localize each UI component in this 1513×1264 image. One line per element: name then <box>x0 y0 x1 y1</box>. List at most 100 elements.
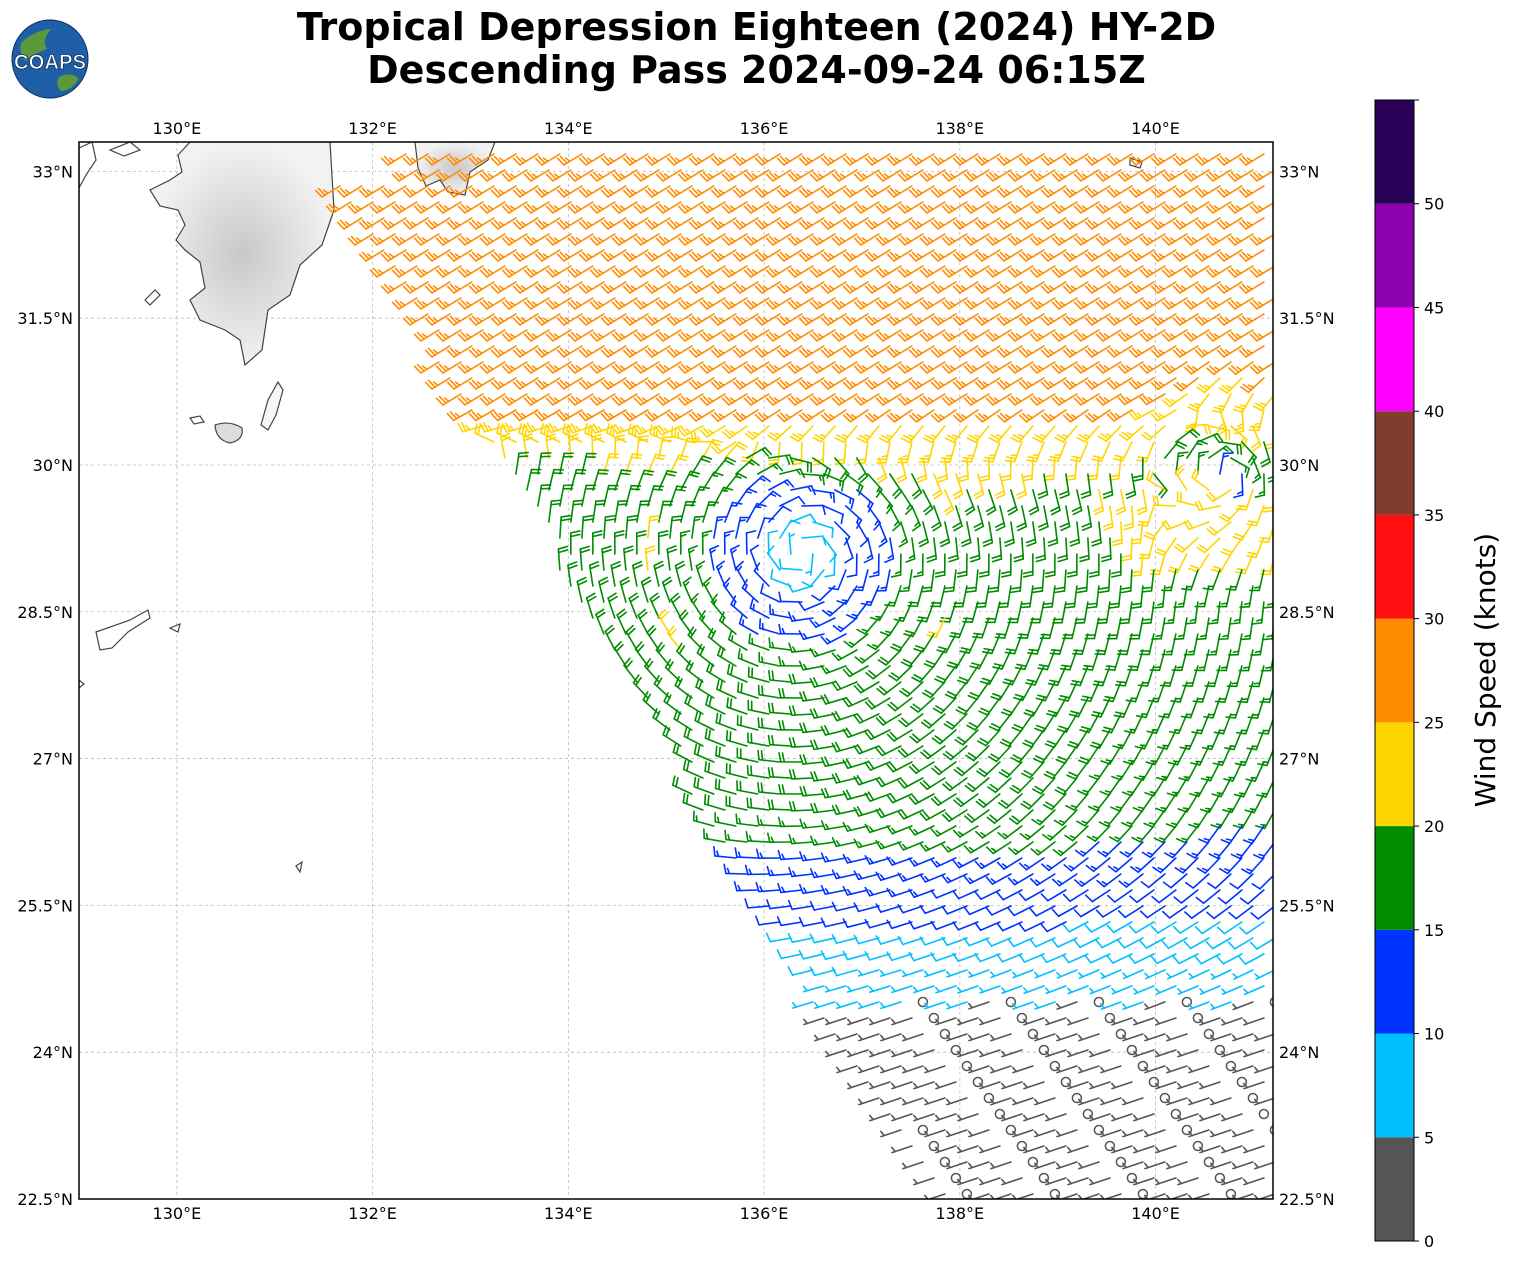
wind-barb <box>1227 265 1254 278</box>
wind-barb <box>1150 281 1177 294</box>
wind-barb <box>1139 265 1166 278</box>
wind-barb <box>1232 393 1254 413</box>
wind-barb <box>768 454 794 465</box>
lat-tick-label-right: 31.5°N <box>1279 309 1335 328</box>
wind-barb <box>581 514 594 539</box>
wind-barb <box>886 153 913 166</box>
wind-barb <box>1118 601 1133 625</box>
wind-barb <box>545 201 572 214</box>
wind-barb <box>944 425 968 444</box>
wind-barb <box>688 409 715 422</box>
wind-barb <box>1029 329 1056 342</box>
wind-barb <box>1183 329 1210 342</box>
wind-barb <box>1018 153 1045 166</box>
wind-barb <box>724 501 743 523</box>
wind-barb <box>801 569 825 588</box>
wind-barb <box>824 553 836 578</box>
wind-barb <box>1117 169 1144 182</box>
wind-barb <box>798 281 825 294</box>
wind-barb <box>1121 537 1133 562</box>
wind-barb <box>994 505 1006 532</box>
wind-barb <box>919 169 946 182</box>
wind-barb <box>666 153 693 166</box>
wind-barb <box>545 329 572 342</box>
wind-barb <box>1186 439 1208 459</box>
wind-barb <box>710 281 737 294</box>
wind-barb <box>1172 185 1199 198</box>
wind-barb <box>943 569 957 593</box>
wind-barb <box>853 297 880 310</box>
colorbar-tick-label: 30 <box>1424 610 1444 629</box>
wind-barb <box>985 489 997 516</box>
wind-barb <box>908 345 935 358</box>
wind-barb <box>611 265 638 278</box>
wind-barb <box>1084 249 1111 262</box>
wind-barb <box>1051 297 1078 310</box>
wind-barb <box>996 185 1023 198</box>
wind-barb <box>710 185 737 198</box>
wind-barb <box>522 433 534 459</box>
wind-barb <box>534 409 561 422</box>
wind-barb <box>842 409 869 423</box>
wind-barb <box>623 545 634 571</box>
wind-barb <box>1140 425 1166 441</box>
wind-barb <box>677 425 704 437</box>
wind-barb <box>875 233 902 246</box>
wind-barb <box>677 201 704 214</box>
wind-barb <box>468 281 495 294</box>
wind-barb <box>1013 537 1025 563</box>
wind-barb <box>788 532 796 555</box>
wind-barb <box>801 473 825 486</box>
wind-barb <box>779 495 806 507</box>
wind-barb <box>545 433 557 459</box>
wind-barb <box>1197 450 1209 475</box>
wind-barb <box>769 604 792 619</box>
wind-barb <box>490 377 517 390</box>
wind-barb <box>1040 345 1067 358</box>
wind-barb <box>1007 329 1034 342</box>
wind-barb <box>1041 409 1067 423</box>
wind-barb <box>1018 377 1045 390</box>
wind-barb <box>831 265 858 278</box>
wind-barb <box>988 425 1012 443</box>
wind-barb <box>768 479 795 491</box>
wind-barb <box>875 361 902 374</box>
lat-tick-label-left: 25.5°N <box>17 896 73 915</box>
wind-barb <box>1173 537 1199 553</box>
wind-barb <box>446 185 473 198</box>
wind-barb <box>625 484 642 507</box>
logo-text: COAPS <box>14 51 86 74</box>
wind-barb <box>958 457 969 483</box>
wind-barb <box>798 601 825 611</box>
wind-barb <box>1128 377 1155 390</box>
wind-barb <box>732 249 759 262</box>
wind-barb <box>490 313 517 326</box>
wind-barb <box>776 409 803 423</box>
wind-barb <box>600 217 627 230</box>
wind-barb <box>846 601 869 620</box>
wind-barb <box>1172 281 1199 294</box>
wind-barb <box>600 377 627 390</box>
wind-barb <box>569 530 581 555</box>
wind-barb <box>644 377 671 390</box>
wind-barb <box>1194 281 1221 294</box>
wind-barb <box>911 505 922 532</box>
wind-barb <box>540 423 561 443</box>
wind-barb <box>875 329 902 342</box>
wind-barb <box>1130 553 1144 577</box>
wind-barb <box>1010 425 1034 443</box>
wind-barb <box>746 502 767 523</box>
wind-barb <box>633 361 660 374</box>
wind-barb <box>842 249 869 262</box>
wind-barb <box>413 233 440 246</box>
wind-barb <box>1184 361 1210 375</box>
wind-barb <box>1028 489 1040 516</box>
wind-barb <box>732 345 759 358</box>
wind-barb <box>809 297 836 310</box>
wind-barb <box>611 169 638 182</box>
wind-barb <box>798 377 825 390</box>
wind-barb <box>446 409 473 422</box>
wind-barb <box>559 484 574 507</box>
wind-barb <box>501 169 528 182</box>
wind-barb <box>1161 329 1188 342</box>
